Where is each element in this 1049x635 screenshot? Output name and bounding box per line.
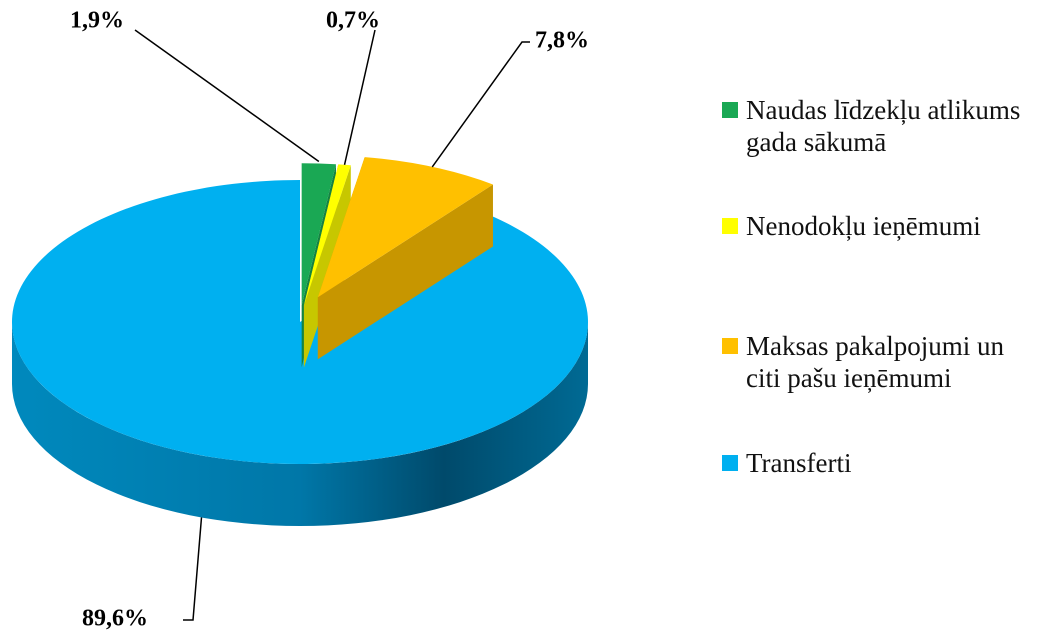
data-label: 1,9% bbox=[70, 8, 124, 34]
legend-label: Naudas līdzekļu atlikums gada sākumā bbox=[746, 95, 1021, 157]
slice bbox=[301, 163, 336, 306]
data-label: 89,6% bbox=[82, 606, 148, 632]
slice bbox=[317, 157, 493, 298]
leader-line bbox=[343, 29, 376, 165]
legend-label: Maksas pakalpojumi un citi pašu ieņēmumi bbox=[746, 331, 1004, 393]
leader-line bbox=[431, 41, 530, 168]
legend-label: Transferti bbox=[746, 448, 852, 478]
slice bbox=[303, 164, 351, 306]
leader-line bbox=[183, 517, 203, 621]
leader-line bbox=[134, 29, 320, 163]
slice-wall bbox=[317, 184, 493, 360]
legend-item: Naudas līdzekļu atlikums gada sākumā bbox=[722, 94, 1042, 158]
slice bbox=[11, 180, 589, 464]
legend-swatch bbox=[722, 218, 738, 234]
legend-item: Transferti bbox=[722, 447, 1042, 479]
legend-swatch bbox=[722, 102, 738, 118]
data-label: 7,8% bbox=[535, 28, 589, 54]
legend-swatch bbox=[722, 338, 738, 354]
legend-swatch bbox=[722, 455, 738, 471]
slice-side bbox=[12, 322, 588, 526]
legend-label: Nenodokļu ieņēmumi bbox=[746, 211, 981, 241]
legend-item: Nenodokļu ieņēmumi bbox=[722, 210, 1042, 242]
legend-item: Maksas pakalpojumi un citi pašu ieņēmumi bbox=[722, 330, 1042, 394]
data-label: 0,7% bbox=[326, 8, 380, 34]
slice-wall bbox=[303, 165, 351, 368]
